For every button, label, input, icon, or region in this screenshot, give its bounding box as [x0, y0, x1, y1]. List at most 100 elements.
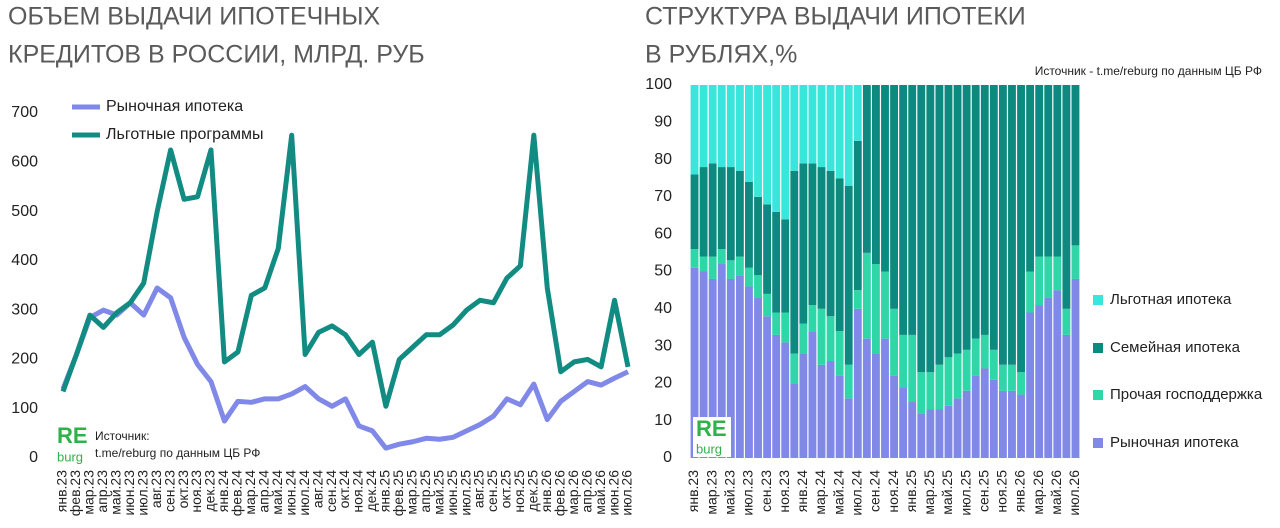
bar-segment [708, 85, 717, 164]
bar-segment [998, 390, 1007, 458]
source-note: t.me/reburg по данным ЦБ РФ [95, 446, 260, 460]
x-tick-label: май.23 [108, 470, 124, 515]
x-tick-label: май.25 [430, 470, 446, 515]
x-tick-label: сен.25 [975, 470, 991, 512]
bar-segment [1053, 85, 1062, 257]
logo: burg [57, 449, 83, 464]
bar-segment [826, 361, 835, 458]
x-tick-label: фев.23 [67, 470, 83, 516]
bar-segment [772, 85, 781, 212]
x-tick-label: янв.26 [538, 470, 554, 512]
bar-segment [808, 163, 817, 306]
bar-segment [953, 353, 962, 399]
x-tick-label: июл.24 [296, 470, 312, 516]
bar-segment [735, 170, 744, 257]
x-tick-label: апр.24 [255, 470, 271, 513]
x-tick-label: янв.25 [377, 470, 393, 512]
bar-segment [817, 85, 826, 168]
source-note: Источник - t.me/reburg по данным ЦБ РФ [1035, 64, 1262, 78]
bar-segment [899, 85, 908, 335]
bar-segment [717, 249, 726, 265]
x-tick-label: мар.25 [403, 470, 419, 515]
legend-label: Прочая господдержка [1110, 386, 1263, 403]
bar-segment [1062, 85, 1071, 309]
x-tick-label: мар.24 [812, 470, 828, 515]
x-tick-label: июн.25 [444, 470, 460, 516]
bar-segment [1071, 278, 1080, 458]
y-tick-label: 40 [654, 300, 672, 317]
bar-segment [835, 331, 844, 376]
bar-segment [763, 85, 772, 205]
bar-segment [735, 85, 744, 171]
bar-segment [881, 85, 889, 272]
bar-segment [871, 85, 880, 265]
bar-segment [881, 338, 889, 458]
bar-segment [1035, 85, 1044, 257]
legend-swatch [1093, 343, 1103, 353]
x-tick-label: ноя.23 [776, 470, 792, 513]
logo-background [693, 417, 731, 457]
legend-label: Льготная ипотека [1110, 291, 1232, 308]
x-tick-label: мар.25 [921, 470, 937, 515]
bar-segment [808, 305, 817, 332]
bar-segment [799, 353, 808, 458]
x-tick-label: мар.23 [703, 470, 719, 515]
bar-segment [962, 349, 971, 391]
bar-segment [917, 85, 926, 373]
x-tick-label: мар.24 [242, 470, 258, 515]
x-tick-label: апр.26 [578, 470, 594, 513]
bar-segment [735, 275, 744, 458]
bar-segment [899, 334, 908, 388]
y-tick-label: 30 [654, 337, 672, 354]
bar-segment [871, 353, 880, 458]
bar-segment [817, 308, 826, 365]
bar-segment [1044, 256, 1053, 298]
bar-segment [844, 185, 853, 365]
y-tick-label: 60 [654, 225, 672, 242]
y-tick-label: 90 [654, 114, 672, 131]
x-tick-label: авг.23 [148, 470, 164, 508]
x-tick-label: окт.25 [498, 470, 514, 509]
x-tick-label: янв.23 [54, 470, 70, 512]
x-tick-label: янв.25 [903, 470, 919, 512]
bar-segment [790, 85, 799, 171]
bar-segment [908, 402, 917, 458]
bar-segment [772, 334, 781, 458]
y-tick-label: 0 [29, 449, 38, 466]
bar-segment [844, 398, 853, 458]
bar-segment [1017, 394, 1025, 458]
y-tick-label: 600 [11, 154, 38, 171]
bar-segment [1035, 305, 1044, 458]
bar-segment [763, 316, 772, 458]
x-tick-label: апр.25 [417, 470, 433, 513]
bar-segment [989, 85, 998, 350]
y-tick-label: 20 [654, 375, 672, 392]
bar-segment [953, 398, 962, 458]
y-tick-label: 500 [11, 203, 38, 220]
legend-swatch [1093, 390, 1103, 400]
x-tick-label: май.26 [592, 470, 608, 515]
bar-segment [844, 85, 853, 186]
x-tick-label: янв.24 [794, 470, 810, 512]
bar-segment [1017, 85, 1025, 373]
bar-segment [853, 308, 862, 458]
x-tick-label: дек.23 [202, 470, 218, 512]
y-tick-label: 0 [663, 449, 672, 466]
bar-segment [989, 379, 998, 458]
x-tick-label: ноя.24 [350, 470, 366, 513]
line [60, 285, 630, 451]
x-tick-label: ноя.25 [511, 470, 527, 513]
bar-segment [971, 338, 980, 376]
bar-segment [745, 85, 753, 182]
bar-segment [853, 290, 862, 309]
bar-segment [1026, 85, 1035, 272]
bar-segment [971, 85, 980, 339]
bar-segment [826, 85, 835, 171]
x-tick-label: июл.24 [848, 470, 864, 516]
x-tick-label: янв.24 [215, 470, 231, 512]
bar-segment [772, 312, 781, 335]
bar-segment [826, 316, 835, 362]
bar-segment [1053, 256, 1062, 291]
bar-segment [690, 174, 699, 250]
